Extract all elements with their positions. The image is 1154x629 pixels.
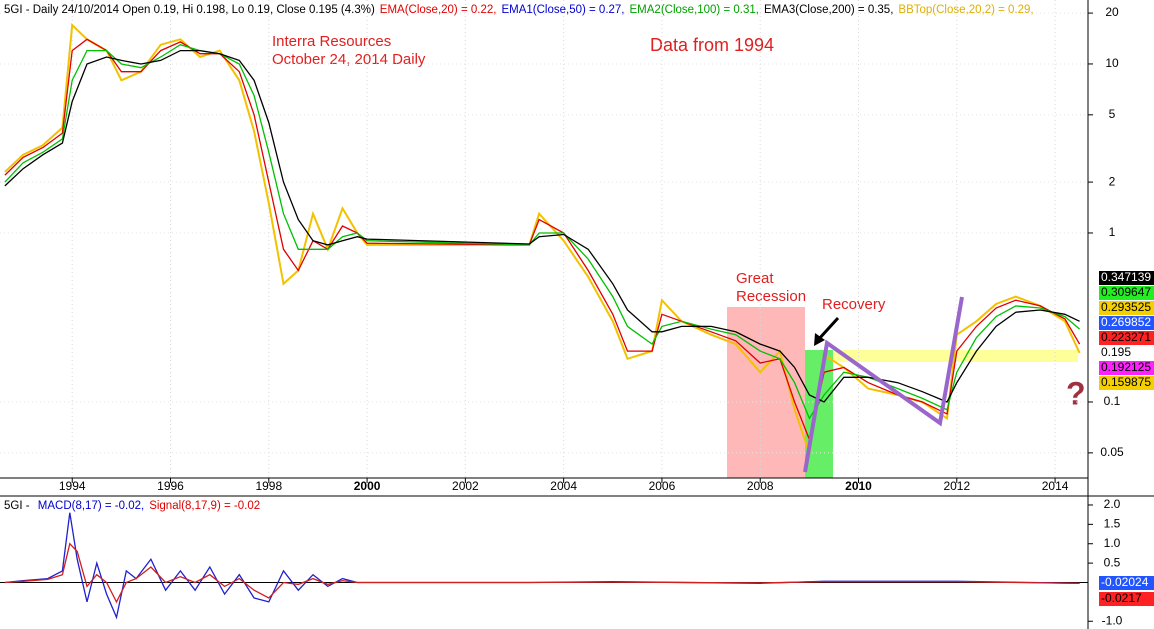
arrow: [816, 316, 840, 342]
y-tick-label: 1: [1109, 225, 1116, 239]
series-line: [4, 542, 1080, 604]
trend-line: [803, 296, 964, 473]
arrow-head: [814, 333, 825, 346]
value-tag: [1099, 361, 1154, 375]
y-tick-label: 10: [1105, 56, 1119, 70]
annotation: October 24, 2014 Daily: [272, 51, 426, 68]
y-tick-label: 5: [1109, 107, 1116, 121]
value-tag-label: 0.159875: [1101, 375, 1151, 389]
header-item: Signal(8,17,9) = -0.02: [149, 500, 260, 512]
value-tag: [1099, 301, 1154, 315]
annotation: Recession: [736, 288, 806, 305]
x-tick-label: 2010: [845, 479, 872, 493]
x-tick-label: 2002: [452, 479, 479, 493]
value-tag: [1099, 316, 1154, 330]
header-item: 5GI -: [4, 500, 33, 512]
value-tag-label: 0.347139: [1101, 270, 1151, 284]
y-tick-label: 20: [1105, 5, 1119, 19]
x-tick-label: 2008: [747, 479, 774, 493]
y-tick-label: 1.0: [1104, 536, 1121, 550]
annotation: Great: [736, 270, 774, 287]
header-item: 5GI - Daily 24/10/2014 Open 0.19, Hi 0.1…: [4, 4, 375, 16]
header-item: EMA2(Close,100) = 0.31,: [630, 4, 759, 16]
y-tick-label: 2.0: [1104, 497, 1121, 511]
annotation: Interra Resources: [272, 33, 391, 50]
annotation: Data from 1994: [650, 35, 774, 55]
value-tag: [1099, 376, 1154, 390]
header-item: MACD(8,17) = -0.02,: [38, 500, 144, 512]
y-tick-label: 2: [1109, 174, 1116, 188]
x-tick-label: 1996: [157, 479, 184, 493]
value-tag-label: 0.293525: [1101, 300, 1151, 314]
value-tag-label: -0.0217: [1101, 591, 1142, 605]
x-tick-label: 2004: [550, 479, 577, 493]
header: 5GI - Daily 24/10/2014 Open 0.19, Hi 0.1…: [4, 4, 1034, 16]
value-tag: [1099, 331, 1154, 345]
x-tick-label: 1998: [255, 479, 282, 493]
series-line: [4, 43, 1081, 420]
x-tick-label: 2000: [354, 479, 381, 493]
header-item: EMA3(Close,200) = 0.35,: [764, 4, 893, 16]
y-tick-label: -1.0: [1102, 613, 1123, 627]
annotation: ?: [1066, 375, 1086, 411]
value-tag-label: -0.02024: [1101, 575, 1149, 589]
y-tick-label: 0.05: [1100, 445, 1124, 459]
y-tick-label: 0.5: [1104, 555, 1121, 569]
value-tag-label: 0.223271: [1101, 330, 1151, 344]
x-tick-label: 1994: [59, 479, 86, 493]
value-tag-label: 0.309647: [1101, 285, 1151, 299]
y-tick-label: 1.5: [1104, 517, 1121, 531]
value-tag-label: 0.192125: [1101, 360, 1151, 374]
overlay: [803, 296, 964, 473]
value-tag: [1099, 286, 1154, 300]
x-tick-label: 2012: [943, 479, 970, 493]
header-item: BBTop(Close,20,2) = 0.29,: [898, 4, 1033, 16]
value-tag: [1099, 576, 1154, 590]
x-tick-label: 2006: [649, 479, 676, 493]
value-tag-label: 0.269852: [1101, 315, 1151, 329]
x-tick-label: 2014: [1042, 479, 1069, 493]
header: 5GI - MACD(8,17) = -0.02, Signal(8,17,9) …: [4, 500, 260, 512]
series-line: [4, 49, 1080, 403]
y-tick-label: 0.1: [1104, 394, 1121, 408]
value-tag: [1099, 592, 1154, 606]
value-tag-label: 0.195: [1101, 345, 1131, 359]
header-item: EMA1(Close,50) = 0.27,: [501, 4, 624, 16]
annotation: Recovery: [822, 296, 886, 313]
value-tag: [1099, 271, 1154, 285]
header-item: EMA(Close,20) = 0.22,: [380, 4, 497, 16]
